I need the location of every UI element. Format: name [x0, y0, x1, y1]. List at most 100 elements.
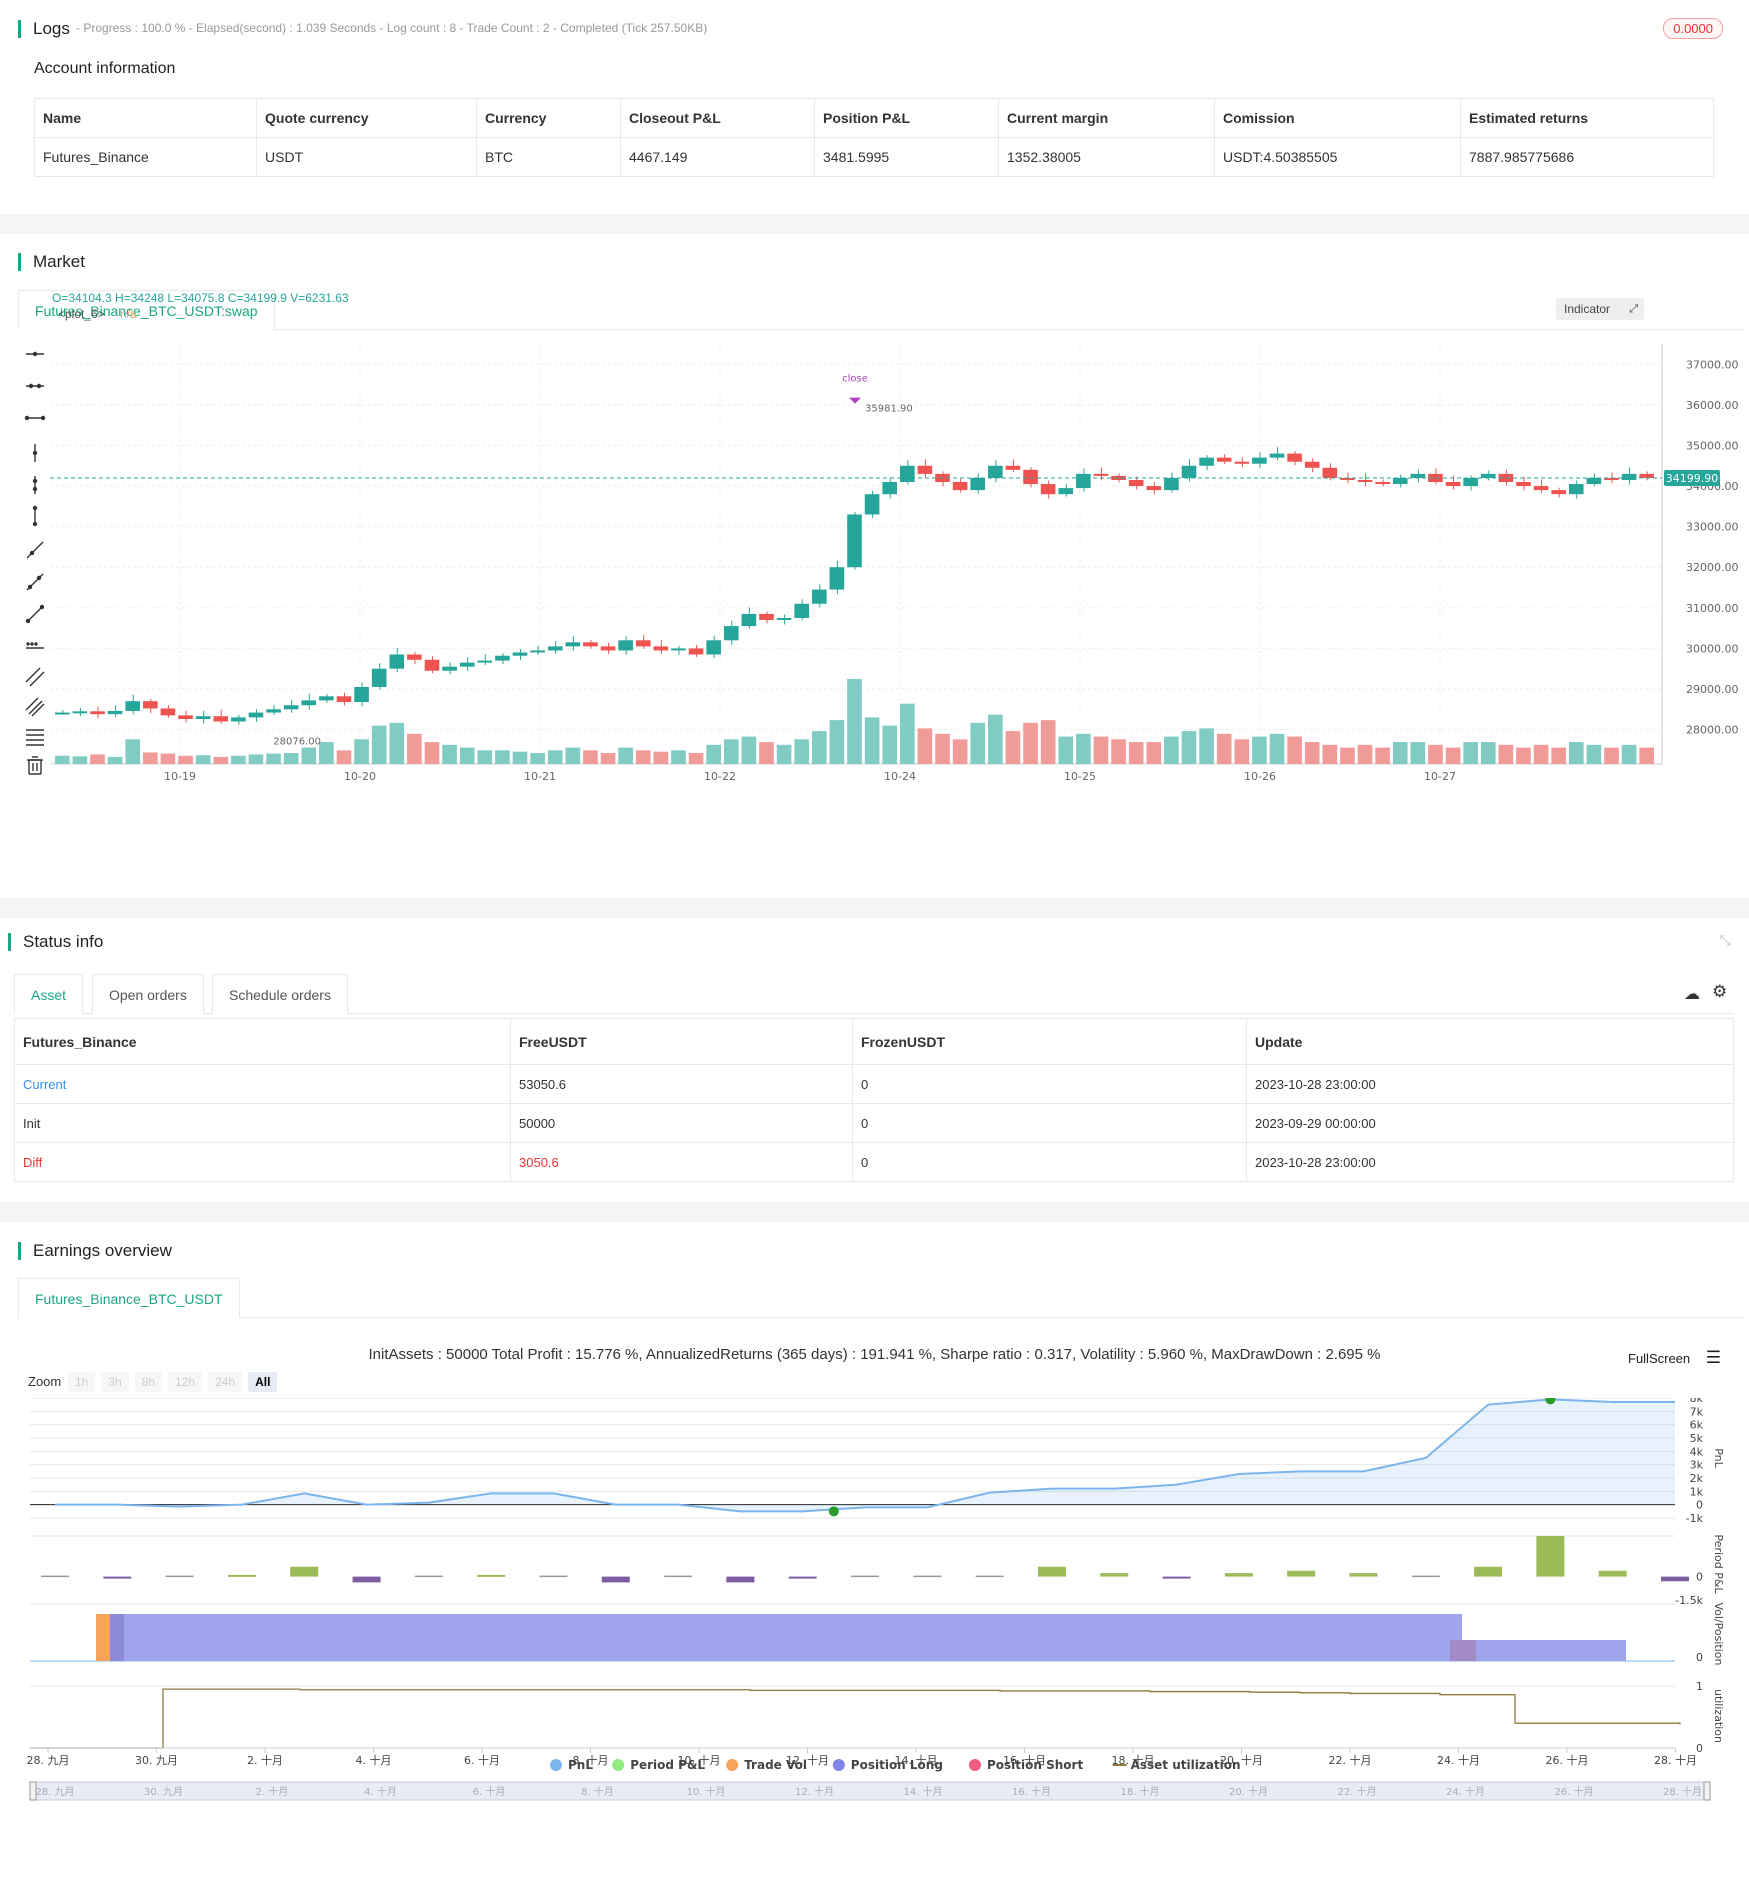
date-tick-label: 10-24: [884, 770, 916, 783]
zoom-3h-button[interactable]: 3h: [101, 1372, 129, 1392]
ray-line-icon[interactable]: [26, 573, 44, 591]
volume-bar: [600, 753, 616, 764]
period-tick-label: -1.5k: [1675, 1594, 1703, 1607]
period-bar: [1661, 1576, 1689, 1582]
volume-bar: [618, 747, 633, 764]
navigator-right-handle[interactable]: [1703, 1781, 1711, 1801]
candle-body: [565, 642, 581, 647]
trash-icon[interactable]: [27, 756, 43, 775]
volume-bar: [1040, 720, 1056, 764]
fibonacci-retracement-icon[interactable]: [26, 729, 44, 746]
navigator-tick-label: 2. 十月: [256, 1785, 289, 1798]
vertical-line-icon[interactable]: [32, 444, 38, 462]
volume-bar: [882, 725, 898, 764]
segment-line-icon[interactable]: [25, 604, 45, 624]
horizontal-line-icon[interactable]: [26, 383, 44, 389]
volume-bar: [354, 739, 369, 764]
volume-bar: [794, 739, 809, 764]
volume-bar: [213, 756, 229, 764]
trend-line-icon[interactable]: [26, 541, 44, 559]
legend-item-period-p-l[interactable]: Period P&L: [612, 1758, 705, 1772]
legend-item-trade-vol[interactable]: Trade Vol: [726, 1758, 807, 1772]
tab-schedule-orders[interactable]: Schedule orders: [212, 974, 348, 1014]
price-line-icon[interactable]: [26, 642, 44, 649]
parallel-channel-icon[interactable]: [25, 667, 45, 687]
col-currency: Currency: [476, 98, 621, 138]
legend-item-asset-utilization[interactable]: Asset utilization: [1112, 1758, 1241, 1772]
pnl-tick-label: 5k: [1690, 1432, 1704, 1445]
hamburger-menu-icon[interactable]: ☰: [1705, 1348, 1722, 1367]
expand-icon[interactable]: ⤢: [1629, 303, 1638, 315]
volume-bar: [671, 750, 686, 764]
price-tick-label: 35000.00: [1686, 439, 1739, 452]
zoom-12h-button[interactable]: 12h: [168, 1372, 203, 1392]
candle-body: [1146, 486, 1162, 491]
period-bar: [477, 1574, 506, 1577]
vertical-extended-icon[interactable]: [32, 505, 38, 527]
zoom-all-button[interactable]: All: [248, 1372, 278, 1392]
legend-swatch: [612, 1759, 625, 1771]
pnl-tick-label: 4k: [1690, 1445, 1704, 1458]
x-tick-label: 8. 十月: [573, 1753, 609, 1767]
tab-open-orders[interactable]: Open orders: [92, 974, 204, 1014]
earnings-title: Earnings overview: [18, 1242, 172, 1260]
candle-body: [1234, 461, 1250, 464]
volume-bar: [1181, 731, 1197, 764]
indicator-button[interactable]: Indicator ⤢: [1556, 298, 1644, 320]
zoom-1h-button[interactable]: 1h: [68, 1372, 96, 1392]
volume-bar: [1498, 744, 1514, 764]
tab-earnings-symbol[interactable]: Futures_Binance_BTC_USDT: [18, 1278, 240, 1318]
fullscreen-button[interactable]: FullScreen ☰: [1628, 1348, 1721, 1368]
candle-body: [1322, 467, 1338, 478]
volume-bar: [952, 739, 968, 764]
volume-bar: [1480, 742, 1496, 764]
candle-body: [178, 715, 193, 720]
volume-bar: [759, 742, 774, 764]
candle-body: [1216, 457, 1232, 462]
trade-vol-bar-2: [1450, 1640, 1476, 1661]
row-label-current[interactable]: Current: [14, 1064, 511, 1104]
period-bar: [227, 1574, 256, 1577]
logs-title: Logs: [18, 20, 70, 38]
tab-market-symbol[interactable]: Futures_Binance_BTC_USDT:swap: [18, 290, 275, 330]
low-price-label: 28076.00: [273, 737, 321, 748]
period-axis-title: Period P&L: [1712, 1534, 1725, 1594]
candle-body: [882, 482, 898, 495]
logs-badge[interactable]: 0.0000: [1663, 18, 1723, 39]
trade-vol-bar: [96, 1614, 110, 1661]
legend-item-pnl[interactable]: PnL: [550, 1758, 593, 1772]
plot-value: n/a: [120, 307, 137, 321]
max-profit-marker: [1545, 1398, 1556, 1405]
vertical-segment-icon[interactable]: [32, 476, 38, 494]
horizontal-ray-icon[interactable]: [26, 351, 44, 357]
x-tick-label: 6. 十月: [464, 1753, 500, 1767]
asset-header-row: Futures_Binance FreeUSDT FrozenUSDT Upda…: [14, 1018, 1734, 1065]
pnl-tick-label: 1k: [1690, 1485, 1704, 1498]
settings-gear-icon[interactable]: ⚙: [1712, 982, 1728, 1001]
volume-bar: [1428, 744, 1443, 764]
zoom-24h-button[interactable]: 24h: [208, 1372, 243, 1392]
cloud-download-icon[interactable]: ☁: [1684, 986, 1700, 1003]
volume-bar: [741, 736, 757, 764]
volume-bar: [565, 747, 581, 764]
extended-line-icon[interactable]: [24, 415, 46, 421]
candle-body: [1199, 457, 1214, 466]
collapse-icon[interactable]: ⤡: [1719, 932, 1731, 948]
legend-item-position-long[interactable]: Position Long: [832, 1758, 943, 1772]
legend-item-position-short[interactable]: Position Short: [969, 1758, 1083, 1772]
status-tabbar: Asset Open orders Schedule orders: [14, 974, 1734, 1014]
price-tick-label: 30000.00: [1686, 642, 1739, 655]
candle-body: [1463, 477, 1478, 487]
volume-bar: [1304, 742, 1320, 764]
candle-body: [1639, 473, 1654, 478]
zoom-8h-button[interactable]: 8h: [134, 1372, 163, 1392]
volume-bar: [1093, 736, 1109, 764]
x-tick-label: 26. 十月: [1546, 1753, 1589, 1767]
candle-body: [1058, 488, 1074, 495]
fibonacci-channel-icon[interactable]: [25, 697, 45, 717]
volume-bar: [231, 755, 246, 764]
volume-bar: [283, 753, 299, 764]
navigator-left-handle[interactable]: [29, 1781, 37, 1801]
navigator-tick-label: 24. 十月: [1446, 1785, 1485, 1798]
tab-asset[interactable]: Asset: [14, 974, 84, 1014]
